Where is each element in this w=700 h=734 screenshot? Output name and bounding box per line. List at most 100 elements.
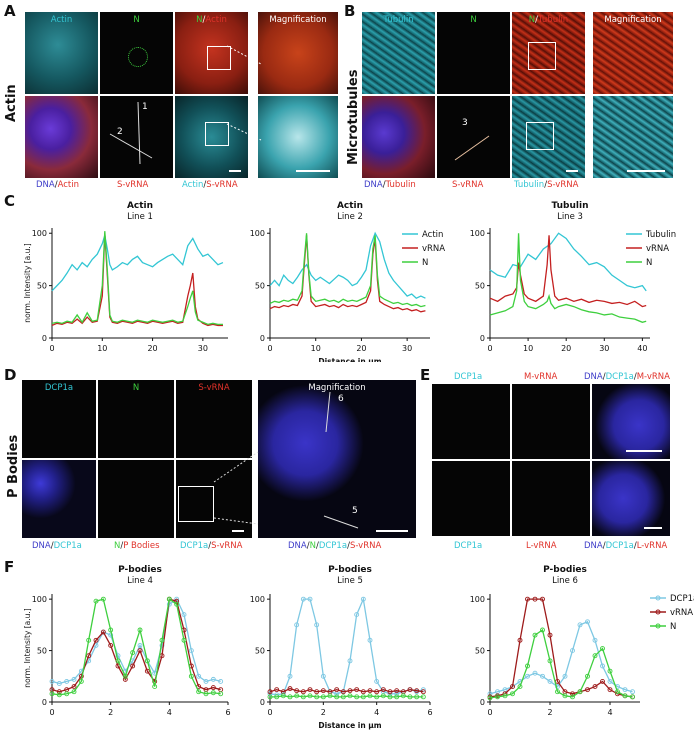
x-tick-label: 2 bbox=[547, 708, 552, 717]
data-point-vRNA bbox=[510, 684, 515, 690]
data-point-vRNA bbox=[108, 642, 114, 648]
data-point-N bbox=[320, 694, 326, 700]
y-tick-label: 0 bbox=[42, 698, 47, 707]
panel-a-caption-actin-svrna: Actin/S-vRNA bbox=[182, 180, 238, 190]
data-point-DCP1a bbox=[585, 619, 590, 625]
x-tick-label: 6 bbox=[225, 708, 230, 717]
x-tick-label: 20 bbox=[561, 344, 571, 353]
data-point-vRNA bbox=[420, 689, 426, 695]
zoom-box bbox=[207, 46, 231, 70]
legend-label-DCP1a: DCP1a bbox=[670, 594, 694, 604]
y-tick-label: 50 bbox=[255, 647, 265, 656]
y-axis-label: norm. Intensity [a.u.] bbox=[23, 243, 32, 322]
panel-a-row-label: Actin bbox=[4, 84, 19, 122]
x-tick-label: 10 bbox=[311, 344, 321, 353]
data-point-vRNA bbox=[334, 687, 340, 693]
data-point-vRNA bbox=[570, 691, 575, 697]
data-point-N bbox=[64, 691, 70, 697]
panel-b-svrna-image: 3 bbox=[437, 96, 510, 178]
line-profile-overlay bbox=[109, 101, 153, 165]
data-point-vRNA bbox=[130, 663, 136, 669]
panel-a-actin-image: Actin bbox=[25, 12, 98, 94]
chart-subtitle: Line 4 bbox=[127, 576, 153, 586]
line-2-path bbox=[109, 133, 153, 159]
x-tick-label: 0 bbox=[487, 708, 492, 717]
panel-d-n-image: N bbox=[98, 380, 174, 458]
series-line-Actin bbox=[269, 231, 426, 299]
panel-d-caption-dna-dcp1a: DNA/DCP1a bbox=[32, 541, 82, 551]
data-point-N bbox=[502, 693, 508, 699]
scale-bar bbox=[232, 530, 244, 532]
panel-d-caption-magnification: DNA/N/DCP1a/S-vRNA bbox=[288, 541, 382, 551]
panel-a-n-label: N bbox=[133, 15, 140, 25]
panel-e-lvrna-image bbox=[512, 461, 590, 536]
chart-subtitle: Line 1 bbox=[127, 212, 153, 222]
panel-b-magnification-image: Magnification bbox=[593, 12, 673, 94]
panel-b-tubulin-label: Tubulin bbox=[383, 15, 414, 25]
panel-c-label: C bbox=[4, 192, 16, 210]
data-point-vRNA bbox=[585, 687, 590, 693]
data-point-N bbox=[340, 694, 346, 700]
data-point-N bbox=[630, 694, 635, 700]
panel-b-caption-dna-tubulin: DNA/Tubulin bbox=[364, 180, 416, 190]
scale-bar bbox=[627, 170, 665, 172]
chart-title: Actin bbox=[337, 201, 363, 211]
data-point-DCP1a bbox=[600, 663, 605, 669]
legend-label-N: N bbox=[670, 622, 676, 632]
data-point-N bbox=[100, 596, 106, 602]
data-point-N bbox=[525, 663, 530, 669]
data-point-N bbox=[93, 598, 99, 604]
y-tick-label: 100 bbox=[32, 595, 47, 604]
panel-d-n-label: N bbox=[132, 383, 140, 393]
panel-a-merge-image: N/Actin bbox=[175, 12, 248, 94]
data-point-vRNA bbox=[300, 689, 306, 695]
data-point-N bbox=[407, 694, 413, 700]
chart-title: Actin bbox=[127, 201, 153, 211]
panel-a-dna-actin-image bbox=[25, 96, 98, 178]
data-point-DCP1a bbox=[294, 622, 300, 628]
data-point-DCP1a bbox=[137, 642, 143, 648]
data-point-DCP1a bbox=[555, 684, 560, 690]
data-point-vRNA bbox=[210, 685, 216, 691]
data-point-N bbox=[607, 668, 613, 674]
data-point-DCP1a bbox=[210, 676, 216, 682]
panel-b-n-image: N bbox=[437, 12, 510, 94]
data-point-N bbox=[495, 694, 500, 700]
data-point-N bbox=[122, 673, 128, 679]
chart-title: P-bodies bbox=[543, 565, 587, 575]
data-point-N bbox=[287, 694, 293, 700]
legend-label-N: N bbox=[422, 258, 428, 268]
data-point-N bbox=[203, 691, 209, 697]
data-point-N bbox=[218, 691, 224, 697]
series-line-vRNA bbox=[51, 233, 223, 327]
scale-bar bbox=[296, 170, 330, 172]
y-tick-label: 100 bbox=[250, 595, 265, 604]
data-point-vRNA bbox=[320, 688, 326, 694]
legend-label-vRNA: vRNA bbox=[646, 244, 669, 254]
panel-b-n-label: N bbox=[470, 15, 477, 25]
panel-f-label: F bbox=[4, 558, 15, 576]
x-tick-label: 30 bbox=[198, 344, 208, 353]
data-point-N bbox=[592, 653, 598, 659]
n-signal-ring bbox=[128, 47, 148, 67]
chart-title: P-bodies bbox=[118, 565, 162, 575]
magnification-connector bbox=[213, 451, 259, 525]
data-point-N bbox=[78, 678, 84, 684]
line-3-number: 3 bbox=[462, 118, 468, 128]
series-line-N bbox=[269, 233, 426, 308]
panel-d-dcp1a-image: DCP1a bbox=[22, 380, 96, 458]
data-point-DCP1a bbox=[532, 670, 538, 676]
data-point-DCP1a bbox=[374, 678, 380, 684]
panel-a-actin-svrna-image bbox=[175, 96, 248, 178]
data-point-N bbox=[562, 693, 568, 699]
panel-b-magnification-bottom-image bbox=[593, 96, 673, 178]
data-point-DCP1a bbox=[307, 596, 313, 602]
data-point-N bbox=[274, 694, 280, 700]
series-line-N bbox=[51, 231, 223, 326]
data-point-N bbox=[400, 693, 406, 699]
data-point-vRNA bbox=[137, 648, 143, 654]
data-point-N bbox=[380, 693, 386, 699]
data-point-vRNA bbox=[340, 689, 346, 695]
data-point-N bbox=[347, 693, 353, 699]
